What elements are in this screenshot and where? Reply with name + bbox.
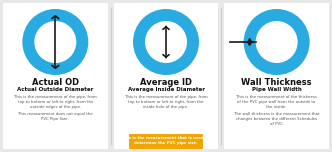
Text: This is the measurement that is used to
determine the PVC pipe size.: This is the measurement that is used to … [122, 136, 210, 145]
Circle shape [244, 9, 310, 75]
Text: Average Inside Diameter: Average Inside Diameter [127, 87, 205, 92]
Text: This is the measurement of the pipe, from
top to bottom or left to right, from t: This is the measurement of the pipe, fro… [14, 95, 97, 109]
Bar [3, 3, 108, 149]
Text: The wall thickness is the measurement that
changes between the different Schedul: The wall thickness is the measurement th… [234, 112, 319, 126]
Text: This is the measurement of the thickness
of the PVC pipe wall from the outside t: This is the measurement of the thickness… [236, 95, 317, 109]
Text: Actual Outside Diameter: Actual Outside Diameter [17, 87, 94, 92]
Circle shape [133, 9, 199, 75]
Circle shape [145, 21, 187, 63]
Text: Pipe Wall Width: Pipe Wall Width [252, 87, 301, 92]
Text: Actual OD: Actual OD [32, 78, 79, 87]
Text: This measurement does not equal the
PVC Pipe Size.: This measurement does not equal the PVC … [18, 112, 93, 121]
Text: This is the measurement of the pipe, from
top to bottom or left to right, from t: This is the measurement of the pipe, fro… [124, 95, 208, 109]
Circle shape [256, 21, 298, 63]
Text: Average ID: Average ID [140, 78, 192, 87]
Bar [114, 3, 218, 149]
Circle shape [22, 9, 88, 75]
Bar [224, 3, 329, 149]
Text: Wall Thickness: Wall Thickness [241, 78, 312, 87]
FancyBboxPatch shape [129, 134, 203, 149]
Circle shape [34, 21, 76, 63]
